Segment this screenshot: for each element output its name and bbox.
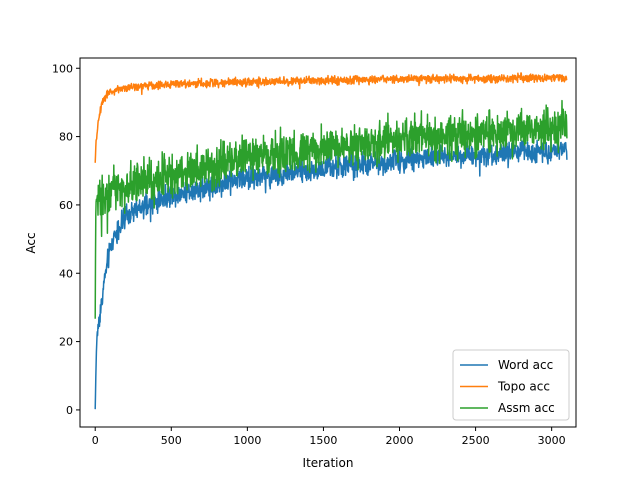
legend: Word acc Topo acc Assm acc	[452, 349, 570, 421]
x-axis-label: Iteration	[303, 456, 354, 470]
y-tick-label: 20	[59, 336, 73, 349]
x-tick-label: 0	[92, 434, 99, 447]
axes-frame	[79, 57, 577, 428]
x-tick-label: 2000	[386, 434, 414, 447]
legend-label: Word acc	[498, 358, 553, 372]
x-tick-label: 3000	[538, 434, 566, 447]
y-tick-label: 0	[66, 404, 73, 417]
y-tick-label: 80	[59, 131, 73, 144]
x-axis-ticks: 0 500 1000 1500 2000 2500 3000	[92, 427, 566, 447]
x-tick-label: 500	[161, 434, 182, 447]
x-tick-label: 1000	[233, 434, 261, 447]
legend-items: Word acc Topo acc Assm acc	[460, 358, 555, 415]
series-line	[94, 99, 568, 319]
legend-label: Assm acc	[498, 401, 555, 415]
legend-label: Topo acc	[497, 380, 550, 394]
y-tick-label: 60	[59, 199, 73, 212]
y-axis-label: Acc	[24, 232, 38, 253]
y-axis-ticks: 0 20 40 60 80 100	[52, 62, 80, 417]
x-tick-label: 2500	[462, 434, 490, 447]
x-tick-label: 1500	[309, 434, 337, 447]
y-tick-label: 100	[52, 62, 73, 75]
y-tick-label: 40	[59, 267, 73, 280]
series-layer	[94, 72, 568, 410]
series-line	[94, 136, 568, 410]
series-line	[94, 72, 568, 163]
legend-frame	[452, 349, 570, 421]
